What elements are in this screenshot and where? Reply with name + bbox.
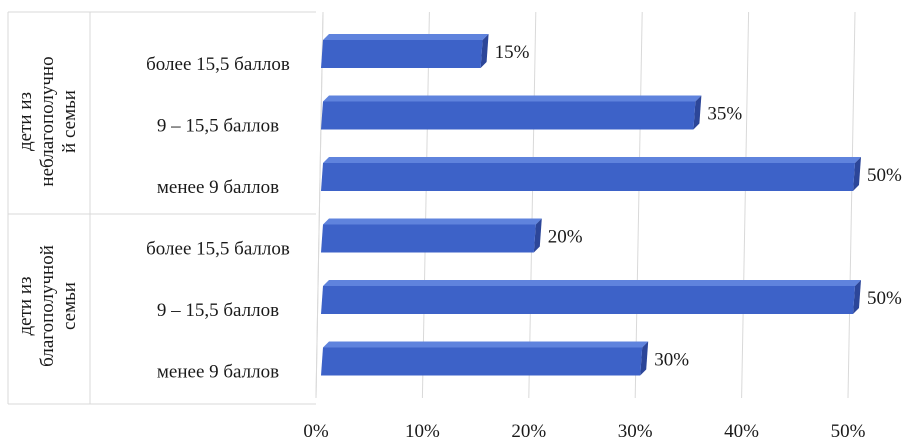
data-label: 50% — [867, 165, 902, 186]
bar — [321, 101, 696, 130]
axis-wall-line — [315, 11, 324, 399]
bar-end-face — [640, 341, 649, 376]
data-label: 15% — [495, 42, 530, 63]
category-label: 9 – 15,5 баллов — [157, 300, 279, 321]
bar-end-face — [480, 34, 489, 68]
gridline — [634, 11, 643, 399]
category-label: менее 9 баллов — [157, 177, 279, 198]
bar — [321, 224, 536, 253]
data-label: 20% — [548, 227, 583, 248]
gridlines — [315, 11, 856, 399]
bar — [321, 286, 855, 314]
gridline — [528, 11, 537, 399]
group-label: дети изнеблагополучной семьи — [15, 56, 80, 186]
category-axis-frame — [7, 11, 316, 405]
x-tick-label: 10% — [405, 421, 440, 441]
data-label: 50% — [867, 288, 902, 309]
category-label: менее 9 баллов — [157, 362, 279, 383]
x-tick-label: 20% — [511, 421, 546, 441]
x-tick-label: 50% — [831, 421, 866, 441]
data-label: 30% — [654, 350, 689, 371]
x-tick-label: 40% — [724, 421, 759, 441]
bar-end-face — [533, 218, 542, 253]
data-label: 35% — [707, 104, 742, 125]
bar-end-face — [853, 157, 861, 191]
group-label: дети изблагополучнойсемьи — [15, 245, 80, 367]
bar — [321, 347, 643, 376]
bar-top-face — [323, 95, 702, 102]
data-labels: 15% 35% 50% 20% 50% 30% — [495, 42, 902, 371]
group-labels: дети изнеблагополучной семьи дети изблаго… — [15, 56, 80, 366]
bar — [321, 40, 483, 68]
gridline — [847, 11, 856, 399]
gridline — [741, 11, 750, 399]
bars — [321, 34, 861, 376]
bar-top-face — [323, 34, 489, 40]
category-label: более 15,5 баллов — [146, 54, 290, 75]
gridline — [421, 11, 430, 399]
x-tick-label: 0% — [303, 421, 329, 441]
category-label: 9 – 15,5 баллов — [157, 116, 279, 137]
bar — [321, 163, 855, 191]
x-tick-label: 30% — [618, 421, 653, 441]
bar-end-face — [853, 280, 861, 314]
bar-top-face — [323, 218, 542, 225]
category-labels: более 15,5 баллов 9 – 15,5 баллов менее 9 … — [146, 54, 290, 383]
category-label: более 15,5 баллов — [146, 239, 290, 260]
x-axis-ticks: 0% 10% 20% 30% 40% 50% — [303, 421, 865, 441]
bar-top-face — [323, 280, 861, 286]
bar-top-face — [323, 341, 649, 348]
bar-top-face — [323, 157, 861, 163]
bar-end-face — [693, 95, 702, 130]
